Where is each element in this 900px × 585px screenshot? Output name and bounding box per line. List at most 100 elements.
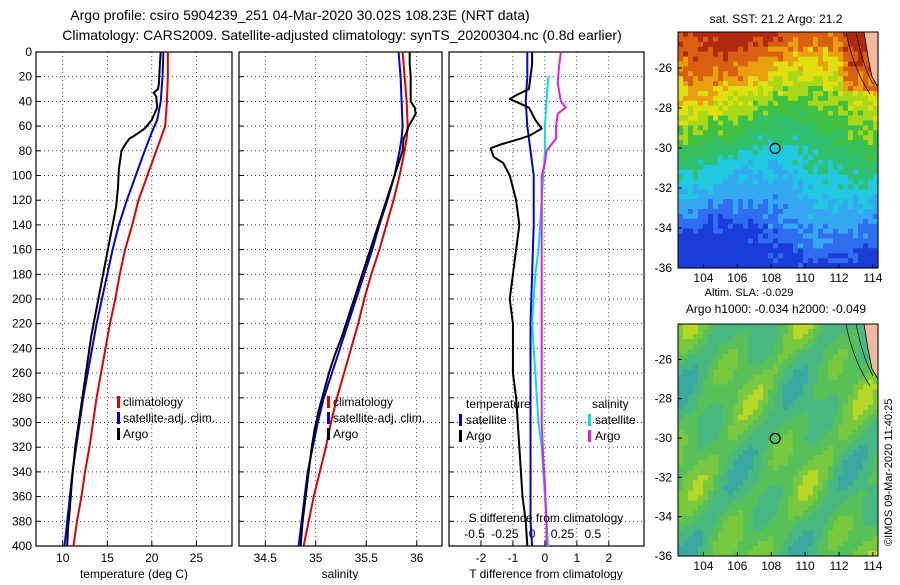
map-cell xyxy=(713,525,719,532)
map-ytick-label: -34 xyxy=(655,510,673,524)
map-cell xyxy=(803,174,809,181)
map-cell xyxy=(823,445,829,451)
map-cell xyxy=(803,46,809,53)
map-cell xyxy=(858,505,864,512)
map-cell xyxy=(868,189,874,195)
map-cell xyxy=(793,228,799,235)
map-cell xyxy=(788,490,794,497)
map-cell xyxy=(843,32,849,38)
map-cell xyxy=(853,145,859,151)
map-cell xyxy=(853,540,859,547)
map-cell xyxy=(753,76,759,82)
map-cell xyxy=(688,445,694,451)
map-cell xyxy=(838,213,844,220)
map-cell xyxy=(718,105,724,112)
map-cell xyxy=(788,389,794,396)
map-cell xyxy=(743,389,749,396)
map-cell xyxy=(848,384,854,391)
map-cell xyxy=(733,61,739,68)
map-cell xyxy=(713,445,719,451)
map-cell xyxy=(743,41,749,48)
map-cell xyxy=(818,32,824,38)
map-cell xyxy=(693,115,699,122)
map-cell xyxy=(843,189,849,195)
map-cell xyxy=(773,213,779,220)
map-cell xyxy=(833,369,839,376)
map-cell xyxy=(693,159,699,166)
map-cell xyxy=(738,86,744,92)
map-cell xyxy=(773,379,779,386)
map-cell xyxy=(788,394,794,401)
map-cell xyxy=(793,500,799,507)
map-xtick-label: 112 xyxy=(829,271,848,285)
map-cell xyxy=(688,209,694,215)
map-cell xyxy=(743,56,749,63)
map-cell xyxy=(863,253,869,259)
map-cell xyxy=(818,374,824,381)
map-cell xyxy=(688,110,694,117)
map-cell xyxy=(813,409,819,416)
map-cell xyxy=(748,374,754,381)
map-cell xyxy=(808,66,814,72)
map-cell xyxy=(793,485,799,492)
map-cell xyxy=(818,233,824,240)
map-cell xyxy=(733,154,739,161)
map-cell xyxy=(753,404,759,411)
map-cell xyxy=(773,500,779,507)
map-cell xyxy=(853,135,859,141)
map-cell xyxy=(728,434,734,441)
map-cell xyxy=(763,56,769,63)
map-cell xyxy=(738,434,744,441)
map-cell xyxy=(818,154,824,161)
map-cell xyxy=(718,71,724,77)
map-cell xyxy=(703,450,709,456)
map-cell xyxy=(683,36,689,43)
map-cell xyxy=(773,258,779,264)
map-cell xyxy=(768,91,774,97)
map-cell xyxy=(763,515,769,522)
map-cell xyxy=(828,154,834,161)
map-cell xyxy=(733,51,739,58)
map-cell xyxy=(843,258,849,264)
map-cell xyxy=(768,419,774,426)
map-cell xyxy=(858,76,864,82)
map-cell xyxy=(803,228,809,235)
map-cell xyxy=(778,399,784,406)
map-cell xyxy=(773,199,779,205)
map-cell xyxy=(718,364,724,370)
map-cell xyxy=(813,450,819,456)
map-cell xyxy=(713,545,719,552)
map-cell xyxy=(763,218,769,225)
map-cell xyxy=(743,465,749,471)
map-cell xyxy=(788,359,794,365)
map-cell xyxy=(713,243,719,249)
map-cell xyxy=(813,218,819,225)
map-cell xyxy=(818,434,824,441)
map-cell xyxy=(868,495,874,502)
map-cell xyxy=(763,535,769,542)
map-cell xyxy=(808,374,814,381)
map-cell xyxy=(698,248,704,254)
map-cell xyxy=(693,213,699,220)
map-cell xyxy=(768,154,774,161)
map-cell xyxy=(683,480,689,486)
map-cell xyxy=(713,213,719,220)
map-cell xyxy=(833,154,839,161)
map-cell xyxy=(773,384,779,391)
map-cell xyxy=(703,253,709,259)
map-cell xyxy=(763,32,769,38)
map-cell xyxy=(693,490,699,497)
map-cell xyxy=(733,424,739,431)
map-cell xyxy=(843,184,849,190)
map-cell xyxy=(748,344,754,350)
map-cell xyxy=(718,450,724,456)
map-cell xyxy=(863,344,869,350)
map-cell xyxy=(713,515,719,522)
map-cell xyxy=(688,154,694,161)
map-cell xyxy=(698,369,704,376)
map-cell xyxy=(788,46,794,53)
map-cell xyxy=(763,51,769,58)
map-cell xyxy=(683,424,689,431)
map-cell xyxy=(843,505,849,512)
map-cell xyxy=(698,263,704,269)
